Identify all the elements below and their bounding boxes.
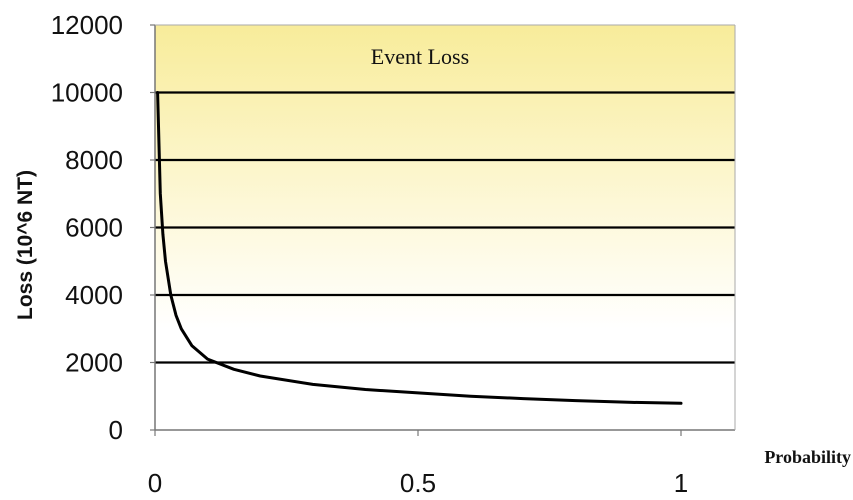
x-tick-labels: 0 0.5 1 <box>148 468 688 498</box>
y-tick-label: 10000 <box>51 78 123 108</box>
x-tick-label: 0 <box>148 468 162 498</box>
y-tick-label: 0 <box>109 415 123 445</box>
chart-title: Event Loss <box>371 44 469 69</box>
x-axis-label: Probability <box>764 447 851 467</box>
x-tick-label: 1 <box>674 468 688 498</box>
gridlines <box>155 91 735 364</box>
y-axis-label: Loss (10^6 NT) <box>14 170 37 320</box>
y-tick-label: 12000 <box>51 10 123 40</box>
axes <box>150 24 736 436</box>
y-tick-label: 8000 <box>65 145 123 175</box>
y-tick-label: 2000 <box>65 348 123 378</box>
loss-curve <box>156 91 683 405</box>
y-tick-labels: 0 2000 4000 6000 8000 10000 12000 <box>51 10 123 445</box>
x-tick-label: 0.5 <box>400 468 436 498</box>
y-tick-label: 6000 <box>65 213 123 243</box>
y-tick-label: 4000 <box>65 280 123 310</box>
